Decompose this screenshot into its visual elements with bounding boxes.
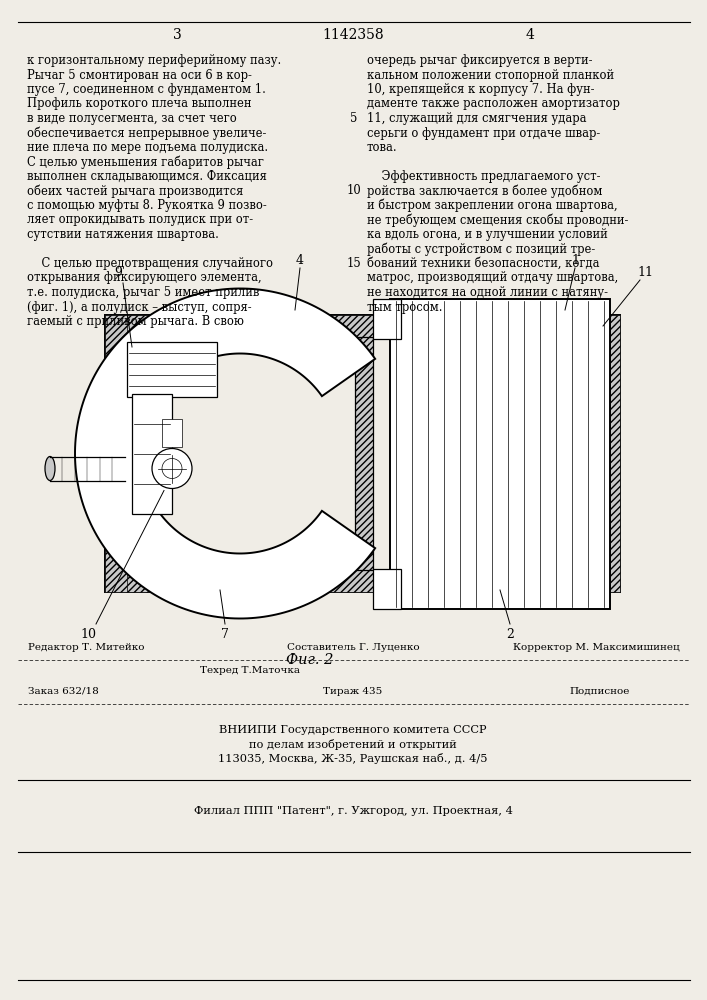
Circle shape	[162, 458, 182, 479]
Text: 10: 10	[346, 184, 361, 198]
Text: 4: 4	[296, 253, 304, 266]
Text: Филиал ППП "Патент", г. Ужгород, ул. Проектная, 4: Филиал ППП "Патент", г. Ужгород, ул. Про…	[194, 806, 513, 816]
Bar	[598, 315, 620, 592]
Text: 3: 3	[173, 28, 182, 42]
Text: в виде полусегмента, за счет чего: в виде полусегмента, за счет чего	[27, 112, 237, 125]
Text: 11: 11	[637, 265, 653, 278]
Bar	[105, 315, 620, 337]
Text: Заказ 632/18: Заказ 632/18	[28, 687, 99, 696]
Bar	[105, 570, 620, 592]
Text: обеспечивается непрерывное увеличе-: обеспечивается непрерывное увеличе-	[27, 126, 267, 140]
Text: 10: 10	[80, 628, 96, 641]
Text: т.е. полудиска, рычаг 5 имеет прилив: т.е. полудиска, рычаг 5 имеет прилив	[27, 286, 259, 299]
Text: даменте также расположен амортизатор: даменте также расположен амортизатор	[367, 98, 620, 110]
Text: тым тросом.: тым тросом.	[367, 300, 443, 314]
Text: С целью предотвращения случайного: С целью предотвращения случайного	[27, 257, 273, 270]
Bar	[127, 342, 217, 397]
Text: 15: 15	[346, 257, 361, 270]
Bar	[390, 298, 610, 608]
Text: серьги о фундамент при отдаче швар-: серьги о фундамент при отдаче швар-	[367, 126, 600, 139]
Text: Составитель Г. Луценко: Составитель Г. Луценко	[286, 643, 419, 652]
Bar	[132, 393, 172, 514]
Text: матрос, производящий отдачу швартова,: матрос, производящий отдачу швартова,	[367, 271, 618, 284]
Text: Редактор Т. Митейко: Редактор Т. Митейко	[28, 643, 144, 652]
Circle shape	[152, 448, 192, 488]
Ellipse shape	[45, 456, 55, 481]
Text: по делам изобретений и открытий: по делам изобретений и открытий	[249, 738, 457, 750]
Text: кальном положении стопорной планкой: кальном положении стопорной планкой	[367, 68, 614, 82]
Text: Корректор М. Максимишинец: Корректор М. Максимишинец	[513, 643, 680, 652]
Bar	[105, 315, 127, 592]
Text: Техред Т.Маточка: Техред Т.Маточка	[200, 666, 300, 675]
Text: ляет опрокидывать полудиск при от-: ляет опрокидывать полудиск при от-	[27, 214, 253, 227]
Text: 9: 9	[114, 265, 122, 278]
Text: выполнен складывающимся. Фиксация: выполнен складывающимся. Фиксация	[27, 170, 267, 183]
Text: С целью уменьшения габаритов рычаг: С целью уменьшения габаритов рычаг	[27, 155, 264, 169]
Text: Подписное: Подписное	[570, 687, 630, 696]
Bar	[105, 315, 620, 592]
Text: 113035, Москва, Ж-35, Раушская наб., д. 4/5: 113035, Москва, Ж-35, Раушская наб., д. …	[218, 752, 488, 764]
Text: Профиль короткого плеча выполнен: Профиль короткого плеча выполнен	[27, 98, 252, 110]
Bar	[162, 418, 182, 446]
Text: Тираж 435: Тираж 435	[323, 687, 382, 696]
Text: 10, крепящейся к корпусу 7. На фун-: 10, крепящейся к корпусу 7. На фун-	[367, 83, 595, 96]
Text: ка вдоль огона, и в улучшении условий: ка вдоль огона, и в улучшении условий	[367, 228, 608, 241]
Text: обеих частей рычага производится: обеих частей рычага производится	[27, 184, 243, 198]
Polygon shape	[75, 289, 375, 618]
Text: не находится на одной линии с натяну-: не находится на одной линии с натяну-	[367, 286, 608, 299]
Text: и быстром закреплении огона швартова,: и быстром закреплении огона швартова,	[367, 199, 618, 213]
Text: Эффективность предлагаемого уст-: Эффективность предлагаемого уст-	[367, 170, 600, 183]
Text: 11, служащий для смягчения удара: 11, служащий для смягчения удара	[367, 112, 587, 125]
Text: гаемый с приливом рычага. В свою: гаемый с приливом рычага. В свою	[27, 315, 244, 328]
Text: 1: 1	[571, 253, 579, 266]
Text: 5: 5	[350, 112, 358, 125]
Bar	[373, 568, 401, 608]
Text: пусе 7, соединенном с фундаментом 1.: пусе 7, соединенном с фундаментом 1.	[27, 83, 266, 96]
Text: 2: 2	[506, 628, 514, 641]
Text: Фиг. 2: Фиг. 2	[286, 653, 334, 667]
Text: бований техники безопасности, когда: бований техники безопасности, когда	[367, 257, 600, 270]
Text: не требующем смещения скобы проводни-: не требующем смещения скобы проводни-	[367, 214, 629, 227]
Text: ние плеча по мере подъема полудиска.: ние плеча по мере подъема полудиска.	[27, 141, 268, 154]
Text: Рычаг 5 смонтирован на оси 6 в кор-: Рычаг 5 смонтирован на оси 6 в кор-	[27, 68, 252, 82]
Text: открывания фиксирующего элемента,: открывания фиксирующего элемента,	[27, 271, 262, 284]
Text: 1142358: 1142358	[322, 28, 384, 42]
Text: това.: това.	[367, 141, 397, 154]
Text: (фиг. 1), а полудиск – выступ, сопря-: (фиг. 1), а полудиск – выступ, сопря-	[27, 300, 252, 314]
Text: ВНИИПИ Государственного комитета СССР: ВНИИПИ Государственного комитета СССР	[219, 725, 486, 735]
Text: сутствии натяжения швартова.: сутствии натяжения швартова.	[27, 228, 219, 241]
Text: 4: 4	[525, 28, 534, 42]
Text: к горизонтальному периферийному пазу.: к горизонтальному периферийному пазу.	[27, 54, 281, 67]
Text: работы с устройством с позиций тре-: работы с устройством с позиций тре-	[367, 242, 595, 256]
Bar	[355, 337, 373, 570]
Text: ройства заключается в более удобном: ройства заключается в более удобном	[367, 184, 602, 198]
Text: очередь рычаг фиксируется в верти-: очередь рычаг фиксируется в верти-	[367, 54, 592, 67]
Text: 7: 7	[221, 628, 229, 641]
Text: с помощью муфты 8. Рукоятка 9 позво-: с помощью муфты 8. Рукоятка 9 позво-	[27, 199, 267, 212]
Bar	[373, 298, 401, 338]
